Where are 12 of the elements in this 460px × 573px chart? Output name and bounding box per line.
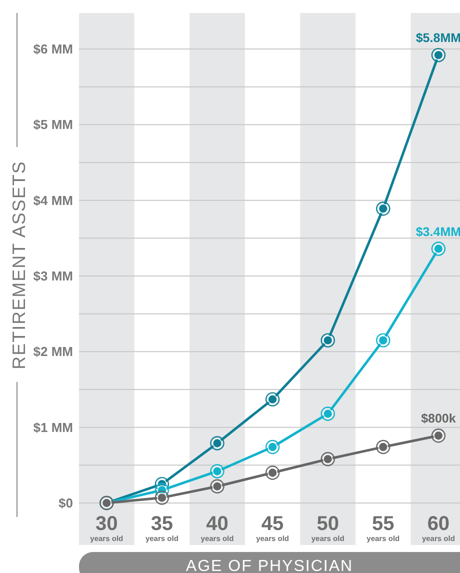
y-tick-label: $1 MM <box>33 420 73 435</box>
annotation: $5.8MM <box>416 31 460 46</box>
annotation: $800k <box>421 412 456 426</box>
x-axis-title: AGE OF PHYSICIAN <box>186 558 354 573</box>
y-tick-label: $0 <box>58 496 73 511</box>
annotation: $3.4MM <box>416 224 460 239</box>
y-tick-label: $6 MM <box>33 42 73 57</box>
y-tick-label: $3 MM <box>33 268 73 284</box>
y-tick-label: $4 MM <box>33 192 73 208</box>
y-tick-label: $2 MM <box>33 344 73 360</box>
y-axis-title: RETIREMENT ASSETS <box>9 160 29 370</box>
y-tick-label: $5 MM <box>33 117 73 132</box>
